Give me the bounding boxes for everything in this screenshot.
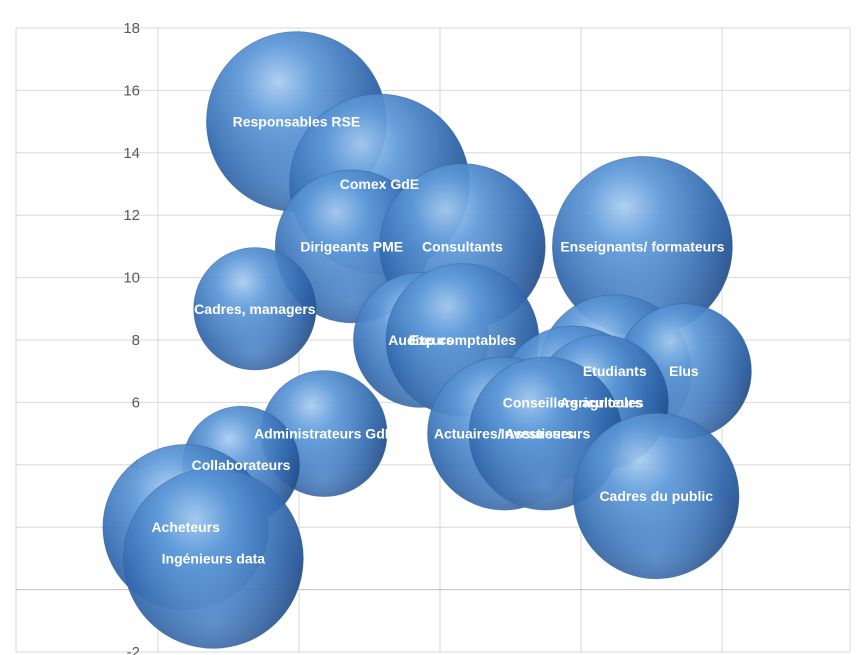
bubble-label: Actuaires/ Assureurs	[434, 426, 575, 442]
bubble-label: Cadres, managers	[194, 301, 316, 317]
y-tick-label: 16	[123, 82, 140, 99]
bubble-label: Exp comptables	[409, 332, 517, 348]
bubble-rim-highlight	[552, 156, 733, 337]
bubble-rim-highlight	[193, 247, 317, 370]
bubble-label: Ingénieurs data	[162, 550, 266, 566]
bubble-label: Conseillers agricoles	[503, 394, 644, 410]
y-tick-label: -2	[127, 644, 140, 655]
bubble-label: Etudiants	[583, 363, 647, 379]
bubble-label: Comex GdE	[340, 176, 419, 192]
bubble-label: Acheteurs	[151, 519, 220, 535]
bubble-rim-highlight	[573, 413, 740, 579]
bubble	[552, 156, 733, 337]
bubble-label: Enseignants/ formateurs	[560, 238, 724, 254]
y-tick-label: 8	[132, 332, 140, 349]
bubble-label: Elus	[669, 363, 699, 379]
bubble-label: Collaborateurs	[192, 457, 291, 473]
bubble-rim-highlight	[123, 468, 304, 649]
bubble	[573, 412, 740, 580]
bubble	[193, 247, 317, 371]
y-tick-label: 12	[123, 207, 140, 224]
y-tick-label: 18	[123, 20, 140, 37]
bubble	[123, 468, 304, 649]
bubble-label: Agriculteurs	[560, 394, 643, 410]
bubble-label: Auditeurs	[388, 332, 454, 348]
bubble-label: Responsables RSE	[233, 114, 361, 130]
bubble-label: Administrateurs GdE	[254, 426, 394, 442]
y-tick-label: 14	[123, 145, 140, 162]
y-tick-label: 6	[132, 394, 140, 411]
bubble-label: Consultants	[422, 238, 503, 254]
bubble-label: Investisseurs	[501, 426, 591, 442]
y-tick-label: 10	[123, 270, 140, 287]
bubble-labels: Responsables RSE Comex GdE Dirigeants PME C…	[151, 114, 724, 567]
bubbles	[102, 31, 752, 649]
bubble-label: Dirigeants PME	[300, 238, 403, 254]
bubble-label: Cadres du public	[599, 488, 713, 504]
